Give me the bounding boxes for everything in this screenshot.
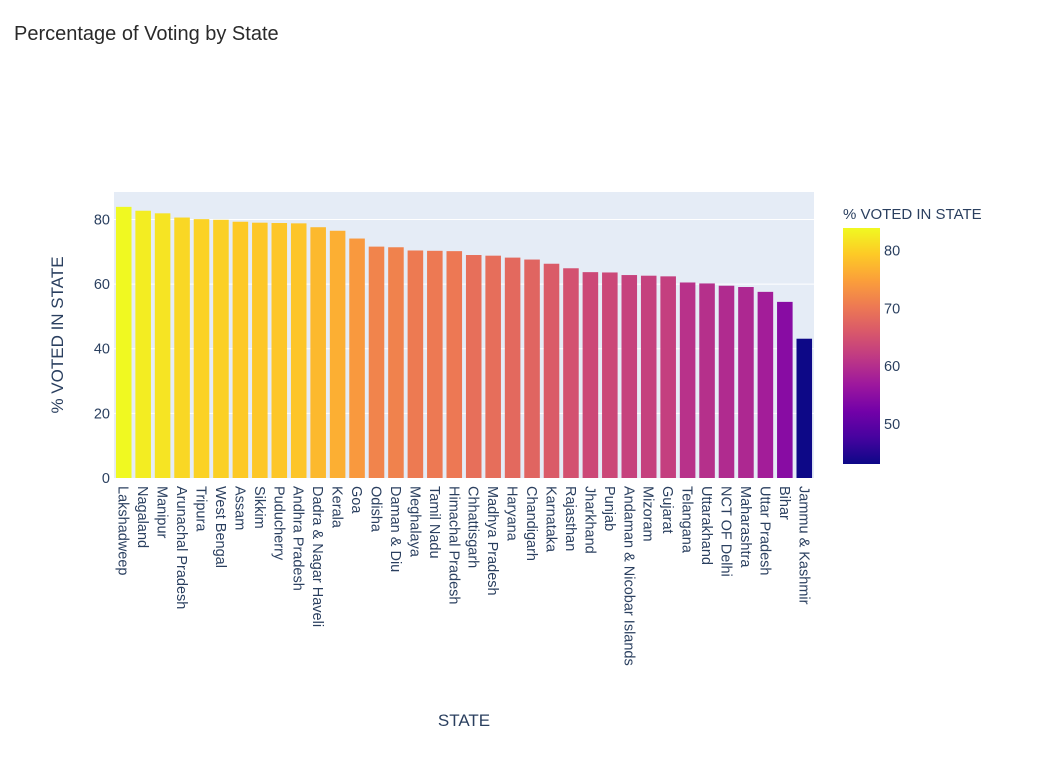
x-tick-label: Jammu & Kashmir bbox=[795, 486, 811, 605]
x-tick-label: Bihar bbox=[776, 486, 792, 520]
bar[interactable] bbox=[154, 213, 171, 479]
bar[interactable] bbox=[757, 291, 774, 478]
bar[interactable] bbox=[777, 301, 793, 478]
x-tick-label: Tripura bbox=[193, 486, 209, 532]
bar[interactable] bbox=[718, 285, 735, 478]
chart-title: Percentage of Voting by State bbox=[14, 23, 279, 45]
x-tick-label: Manipur bbox=[154, 486, 170, 539]
colorbar-tick-label: 50 bbox=[884, 417, 900, 433]
x-tick-label: Meghalaya bbox=[406, 486, 422, 558]
y-tick-label: 0 bbox=[102, 471, 110, 487]
x-tick-label: Daman & Diu bbox=[387, 486, 403, 572]
colorbar-title: % VOTED IN STATE bbox=[843, 206, 982, 223]
plot-area bbox=[114, 192, 814, 478]
bar[interactable] bbox=[252, 222, 268, 478]
bar[interactable] bbox=[699, 283, 715, 478]
x-tick-label: NCT OF Delhi bbox=[718, 486, 734, 577]
bar[interactable] bbox=[213, 219, 229, 478]
bars bbox=[115, 206, 813, 479]
x-tick-label: Maharashtra bbox=[737, 486, 753, 568]
x-tick-label: Sikkim bbox=[251, 486, 267, 529]
bar[interactable] bbox=[290, 223, 307, 478]
x-tick-label: Dadra & Nagar Haveli bbox=[309, 486, 325, 627]
x-tick-label: Andhra Pradesh bbox=[290, 486, 306, 591]
colorbar-tick-label: 70 bbox=[884, 301, 900, 317]
bar[interactable] bbox=[349, 238, 365, 478]
bar[interactable] bbox=[368, 246, 385, 478]
bar[interactable] bbox=[310, 227, 326, 478]
y-tick-labels: 0 20 40 60 80 bbox=[94, 212, 110, 487]
bar[interactable] bbox=[796, 338, 813, 478]
colorbar-tick-label: 80 bbox=[884, 244, 900, 260]
bar[interactable] bbox=[271, 223, 288, 478]
y-tick-label: 80 bbox=[94, 212, 110, 228]
x-tick-label: Goa bbox=[348, 486, 364, 514]
bar[interactable] bbox=[563, 268, 579, 478]
bar[interactable] bbox=[135, 210, 151, 478]
bar[interactable] bbox=[115, 206, 132, 478]
bar[interactable] bbox=[621, 275, 638, 478]
x-tick-label: Madhya Pradesh bbox=[484, 486, 500, 596]
bar[interactable] bbox=[738, 287, 754, 478]
bar[interactable] bbox=[543, 263, 560, 478]
bar[interactable] bbox=[388, 247, 404, 478]
bar[interactable] bbox=[446, 251, 463, 478]
bar[interactable] bbox=[485, 255, 501, 478]
bar[interactable] bbox=[504, 257, 521, 478]
bar[interactable] bbox=[640, 275, 657, 478]
colorbar-tick-labels: 50 60 70 80 bbox=[884, 244, 900, 434]
y-axis-title: % VOTED IN STATE bbox=[48, 256, 67, 413]
bar[interactable] bbox=[427, 250, 443, 478]
x-tick-label: Himachal Pradesh bbox=[445, 486, 461, 604]
x-tick-label: Tamil Nadu bbox=[426, 486, 442, 559]
colorbar-tick-label: 60 bbox=[884, 359, 900, 375]
x-tick-label: Chandigarh bbox=[523, 486, 539, 561]
x-tick-labels: Lakshadweep Nagaland Manipur Arunachal Prad… bbox=[115, 486, 812, 666]
x-tick-label: Uttarakhand bbox=[698, 486, 714, 565]
x-tick-label: Uttar Pradesh bbox=[756, 486, 772, 575]
bar[interactable] bbox=[465, 255, 482, 478]
x-axis-title: STATE bbox=[438, 711, 490, 730]
x-tick-label: West Bengal bbox=[212, 486, 228, 568]
bar[interactable] bbox=[407, 250, 424, 478]
bar[interactable] bbox=[193, 219, 210, 479]
x-tick-label: Punjab bbox=[601, 486, 617, 531]
x-tick-label: Chhattisgarh bbox=[465, 486, 481, 568]
x-tick-label: Puducherry bbox=[270, 486, 286, 561]
y-tick-label: 40 bbox=[94, 342, 110, 358]
bar[interactable] bbox=[660, 276, 676, 478]
x-tick-label: Rajasthan bbox=[562, 486, 578, 551]
bar[interactable] bbox=[582, 272, 599, 478]
y-tick-label: 60 bbox=[94, 277, 110, 293]
x-tick-label: Haryana bbox=[504, 486, 520, 542]
x-tick-label: Odisha bbox=[368, 486, 384, 533]
x-tick-label: Andaman & Nicobar Islands bbox=[620, 486, 636, 666]
x-tick-label: Assam bbox=[231, 486, 247, 530]
bar[interactable] bbox=[174, 217, 190, 478]
x-tick-label: Lakshadweep bbox=[115, 486, 131, 576]
bar[interactable] bbox=[679, 282, 696, 478]
colorbar bbox=[843, 228, 880, 464]
x-tick-label: Telangana bbox=[679, 486, 695, 554]
x-tick-label: Gujarat bbox=[659, 486, 675, 534]
gridlines bbox=[114, 218, 814, 414]
x-tick-label: Kerala bbox=[329, 486, 345, 529]
y-tick-label: 20 bbox=[94, 406, 110, 422]
x-tick-label: Jharkhand bbox=[581, 486, 597, 554]
x-tick-label: Arunachal Pradesh bbox=[173, 486, 189, 609]
bar[interactable] bbox=[602, 272, 618, 478]
bar[interactable] bbox=[524, 259, 540, 478]
bar[interactable] bbox=[329, 230, 346, 478]
x-tick-label: Nagaland bbox=[134, 486, 150, 548]
x-tick-label: Mizoram bbox=[640, 486, 656, 542]
x-tick-label: Karnataka bbox=[543, 486, 559, 553]
bar[interactable] bbox=[232, 221, 249, 478]
